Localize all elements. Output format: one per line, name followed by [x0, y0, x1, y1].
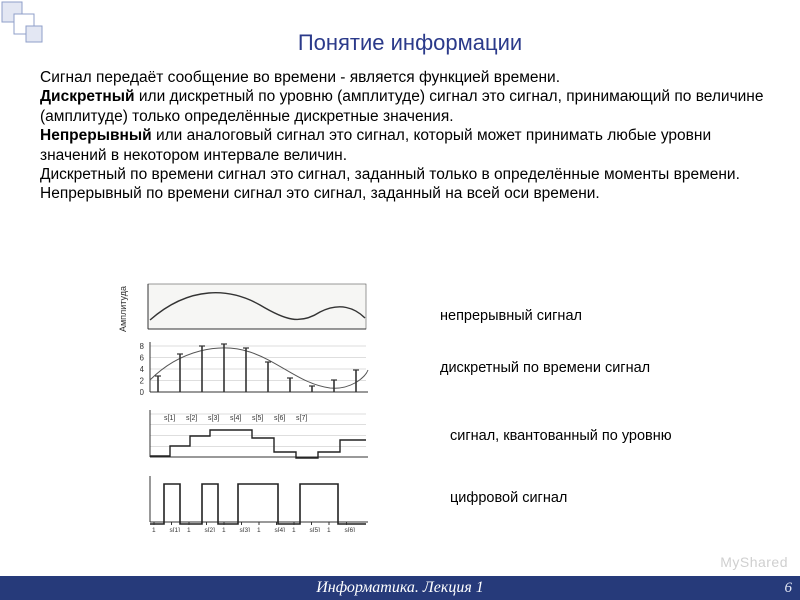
svg-text:s[4]: s[4] — [275, 527, 286, 532]
line-1: Сигнал передаёт сообщение во времени - я… — [40, 69, 560, 86]
line-2b: или дискретный по уровню (амплитуде) сиг… — [40, 88, 763, 124]
svg-text:1: 1 — [257, 527, 261, 532]
svg-text:1: 1 — [327, 527, 331, 532]
chart1-ylabel: Амплитуда — [118, 286, 128, 332]
chart-time-discrete: 8 6 4 2 0 — [140, 340, 370, 400]
page-number: 6 — [785, 580, 793, 597]
figure-area: Амплитуда непрерывный сигнал 86420 дискр… — [140, 280, 760, 550]
slide-title: Понятие информации — [40, 30, 780, 56]
svg-text:1: 1 — [292, 527, 296, 532]
label-continuous: непрерывный сигнал — [440, 308, 582, 324]
svg-text:1: 1 — [222, 527, 226, 532]
watermark: MyShared — [720, 554, 788, 570]
label-time-discrete: дискретный по времени сигнал — [440, 360, 650, 376]
svg-text:1: 1 — [187, 527, 191, 532]
line-4: Дискретный по времени сигнал это сигнал,… — [40, 166, 740, 183]
svg-text:2: 2 — [140, 377, 145, 386]
svg-text:s[7]: s[7] — [296, 415, 307, 422]
term-continuous: Непрерывный — [40, 127, 152, 144]
label-digital: цифровой сигнал — [450, 490, 567, 506]
svg-text:s[5]: s[5] — [252, 415, 263, 422]
footer-text: Информатика. Лекция 1 — [316, 579, 484, 597]
slide-content: Понятие информации Сигнал передаёт сообщ… — [40, 30, 780, 204]
svg-text:s[5]: s[5] — [310, 527, 321, 532]
svg-text:s[2]: s[2] — [186, 415, 197, 422]
chart-continuous — [140, 280, 370, 335]
svg-text:1: 1 — [152, 527, 156, 532]
chart-digital: 1 s[1] 1 s[2] 1 s[3] 1 s[4] 1 s[5] 1 s[6] — [140, 472, 370, 532]
svg-text:s[1]: s[1] — [164, 415, 175, 422]
term-discrete: Дискретный — [40, 88, 135, 105]
svg-text:s[3]: s[3] — [208, 415, 219, 422]
svg-text:s[2]: s[2] — [205, 527, 216, 532]
svg-text:4: 4 — [140, 365, 145, 374]
svg-text:s[6]: s[6] — [274, 415, 285, 422]
footer-bar: Информатика. Лекция 1 6 — [0, 576, 800, 600]
chart-quantized: s[1] s[2] s[3] s[4] s[5] s[6] s[7] — [140, 408, 370, 463]
svg-text:6: 6 — [140, 354, 145, 363]
svg-text:0: 0 — [140, 388, 145, 397]
svg-text:8: 8 — [140, 342, 145, 351]
body-text: Сигнал передаёт сообщение во времени - я… — [40, 68, 780, 204]
svg-text:s[4]: s[4] — [230, 415, 241, 422]
label-quantized: сигнал, квантованный по уровню — [450, 428, 672, 444]
svg-text:s[1]: s[1] — [170, 527, 181, 532]
svg-text:s[6]: s[6] — [345, 527, 356, 532]
line-5: Непрерывный по времени сигнал это сигнал… — [40, 185, 600, 202]
svg-text:s[3]: s[3] — [240, 527, 251, 532]
